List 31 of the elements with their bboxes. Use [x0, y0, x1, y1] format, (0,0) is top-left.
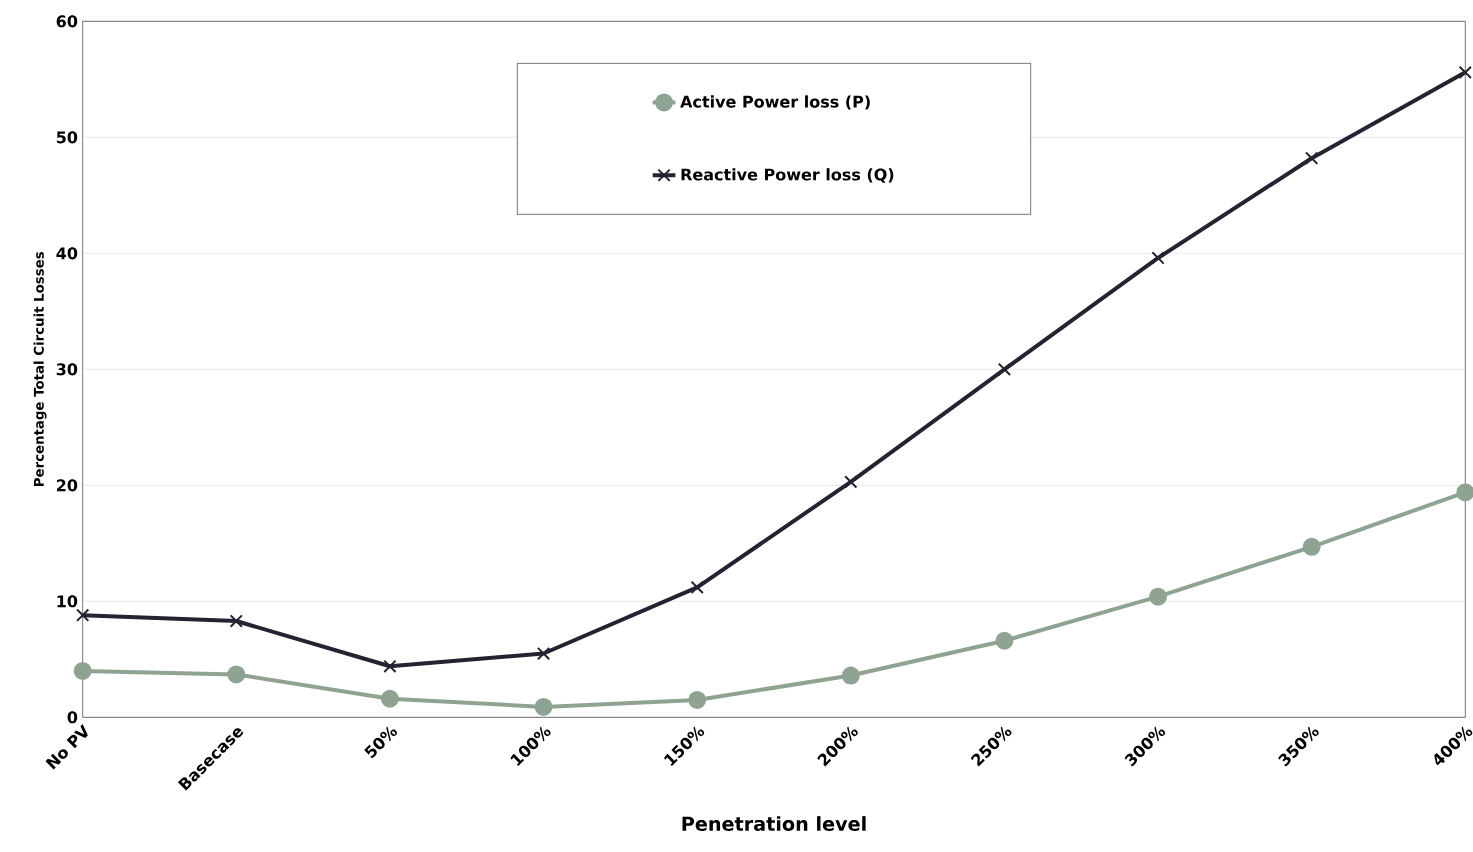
- point: [841, 666, 860, 685]
- point: [380, 689, 399, 708]
- point: [844, 475, 858, 489]
- point: [383, 659, 397, 673]
- y-tick-label: 30: [56, 363, 78, 376]
- point: [1305, 151, 1319, 165]
- legend-label: Reactive Power loss (Q): [681, 168, 894, 183]
- point: [995, 631, 1014, 650]
- point: [1302, 537, 1321, 556]
- y-tick-label: 40: [56, 247, 78, 260]
- point: [690, 580, 704, 595]
- point: [227, 665, 246, 684]
- y-tick-label: 10: [57, 595, 78, 608]
- point: [1151, 251, 1165, 265]
- x-tick-label: No PV: [45, 724, 88, 770]
- y-tick-label: 0: [67, 711, 78, 724]
- y-axis-title: Percentage Total Circuit Losses: [33, 251, 47, 487]
- point: [534, 697, 553, 716]
- y-tick-label: 20: [56, 479, 78, 492]
- y-tick-label: 50: [56, 131, 78, 144]
- point: [688, 690, 707, 709]
- point: [1149, 587, 1168, 606]
- point: [536, 646, 551, 661]
- point: [229, 614, 243, 628]
- point: [76, 608, 90, 622]
- point: [1458, 65, 1472, 80]
- x-axis-title: Penetration level: [682, 816, 866, 831]
- point: [73, 661, 92, 680]
- y-tick-label: 60: [56, 15, 78, 28]
- legend-label: Active Power loss (P): [680, 95, 870, 110]
- point: [997, 362, 1012, 376]
